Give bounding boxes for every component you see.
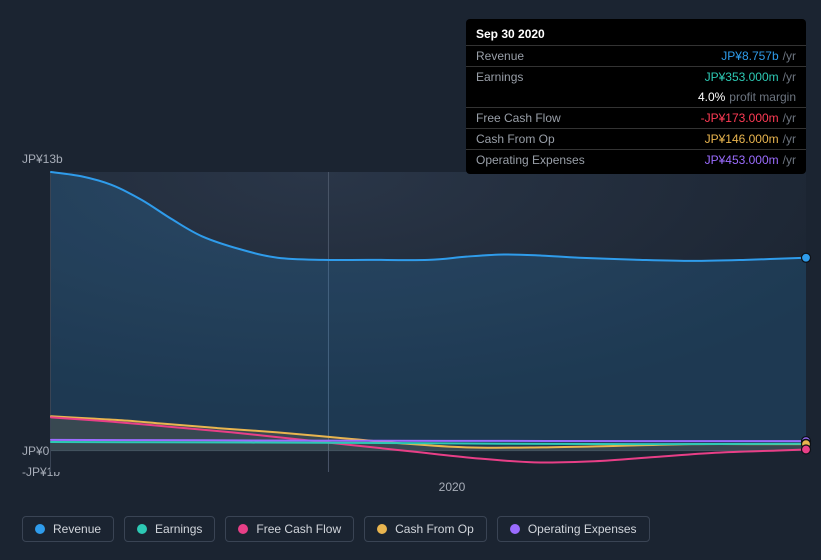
tooltip-row-label: Revenue bbox=[476, 48, 721, 64]
y-axis-top-label: JP¥13b bbox=[22, 152, 63, 166]
tooltip-row-unit: /yr bbox=[783, 69, 796, 85]
tooltip-row-value: 4.0% bbox=[698, 89, 725, 105]
tooltip-row: Free Cash Flow-JP¥173.000m/yr bbox=[466, 107, 806, 128]
tooltip-row-value: JP¥8.757b bbox=[721, 48, 778, 64]
legend-dot-icon bbox=[377, 524, 387, 534]
tooltip-row-value: -JP¥173.000m bbox=[701, 110, 779, 126]
legend-item[interactable]: Earnings bbox=[124, 516, 215, 542]
tooltip-row: RevenueJP¥8.757b/yr bbox=[466, 45, 806, 66]
legend-dot-icon bbox=[35, 524, 45, 534]
tooltip-row: 4.0%profit margin bbox=[466, 87, 806, 107]
tooltip-row: EarningsJP¥353.000m/yr bbox=[466, 66, 806, 87]
tooltip-row-unit: /yr bbox=[783, 48, 796, 64]
tooltip-date: Sep 30 2020 bbox=[466, 25, 806, 45]
tooltip-row-unit: /yr bbox=[783, 152, 796, 168]
legend-item[interactable]: Operating Expenses bbox=[497, 516, 650, 542]
tooltip-row-label: Free Cash Flow bbox=[476, 110, 701, 126]
tooltip-row-value: JP¥453.000m bbox=[705, 152, 779, 168]
tooltip-row-value: JP¥353.000m bbox=[705, 69, 779, 85]
chart-plot[interactable] bbox=[50, 172, 805, 472]
legend-item[interactable]: Cash From Op bbox=[364, 516, 487, 542]
tooltip-row-unit: /yr bbox=[783, 110, 796, 126]
tooltip-row-label: Cash From Op bbox=[476, 131, 705, 147]
legend: Revenue Earnings Free Cash Flow Cash From O… bbox=[22, 516, 650, 542]
legend-item[interactable]: Revenue bbox=[22, 516, 114, 542]
legend-label: Cash From Op bbox=[395, 522, 474, 536]
tooltip-card: Sep 30 2020 RevenueJP¥8.757b/yrEarningsJ… bbox=[466, 19, 806, 174]
tooltip-row-unit: profit margin bbox=[729, 89, 796, 105]
legend-dot-icon bbox=[510, 524, 520, 534]
legend-dot-icon bbox=[238, 524, 248, 534]
tooltip-row: Cash From OpJP¥146.000m/yr bbox=[466, 128, 806, 149]
legend-item[interactable]: Free Cash Flow bbox=[225, 516, 354, 542]
legend-label: Revenue bbox=[53, 522, 101, 536]
y-axis-zero-label: JP¥0 bbox=[22, 444, 49, 458]
legend-label: Operating Expenses bbox=[528, 522, 637, 536]
tooltip-row: Operating ExpensesJP¥453.000m/yr bbox=[466, 149, 806, 170]
tooltip-row-label: Operating Expenses bbox=[476, 152, 705, 168]
x-axis-label: 2020 bbox=[439, 480, 466, 494]
tooltip-row-label bbox=[476, 89, 698, 105]
legend-label: Earnings bbox=[155, 522, 202, 536]
legend-label: Free Cash Flow bbox=[256, 522, 341, 536]
tooltip-row-value: JP¥146.000m bbox=[705, 131, 779, 147]
tooltip-row-label: Earnings bbox=[476, 69, 705, 85]
legend-dot-icon bbox=[137, 524, 147, 534]
tooltip-row-unit: /yr bbox=[783, 131, 796, 147]
